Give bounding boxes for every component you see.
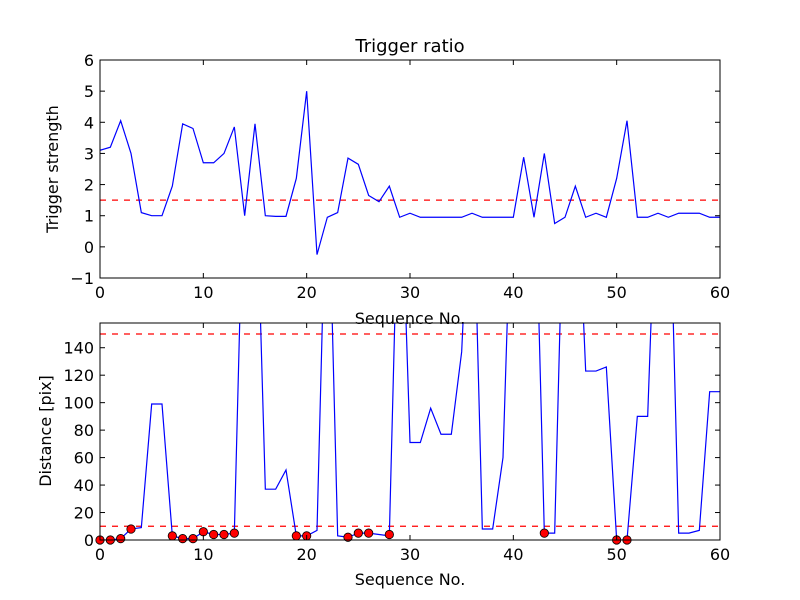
bottom-subplot: 0 10 20 30 40 50 60 0 20 40 60 80 100 120 140 Sequence…: [36, 322, 730, 589]
bottom-data-point: [126, 524, 136, 534]
bottom-y-tick-label: 140: [63, 339, 94, 358]
bottom-y-tick-label: 0: [84, 531, 94, 550]
bottom-data-point: [229, 528, 239, 538]
bottom-data-point: [539, 528, 549, 538]
bottom-data-point: [209, 529, 219, 540]
bottom-data-point: [353, 528, 363, 538]
bottom-data-point: [291, 531, 301, 541]
bottom-data-point: [116, 534, 126, 544]
top-y-axis-label: Trigger strength: [43, 105, 62, 234]
bottom-y-tick-label: 120: [63, 366, 94, 385]
top-plot-frame: [99, 59, 721, 279]
bottom-data-point: [343, 532, 353, 542]
bottom-y-tick-label: 60: [74, 449, 94, 468]
bottom-x-tick-label: 0: [95, 545, 105, 564]
bottom-x-tick-label: 50: [606, 545, 626, 564]
bottom-data-point: [188, 534, 198, 544]
top-x-tick-label: 30: [400, 283, 420, 302]
bottom-data-point: [384, 529, 394, 540]
bottom-data-point: [219, 529, 229, 540]
bottom-series-line-0: [100, 323, 720, 540]
top-y-tick-label: 3: [84, 144, 94, 163]
bottom-y-axis-label: Distance [pix]: [36, 375, 55, 487]
top-x-tick-label: 50: [606, 283, 626, 302]
bottom-x-tick-label: 10: [193, 545, 213, 564]
top-y-tick-label: 0: [84, 238, 94, 257]
bottom-data-point: [198, 527, 208, 537]
bottom-x-axis-label: Sequence No.: [355, 570, 466, 589]
top-y-tick-label: 5: [84, 82, 94, 101]
top-x-tick-label: 20: [296, 283, 316, 302]
top-x-tick-label: 0: [95, 283, 105, 302]
bottom-y-tick-label: 40: [74, 476, 94, 495]
top-y-tick-label: −1: [70, 269, 94, 288]
top-x-tick-label: 40: [503, 283, 523, 302]
bottom-x-tick-label: 20: [296, 545, 316, 564]
bottom-data-point: [178, 534, 188, 544]
bottom-data-point: [167, 531, 177, 541]
top-y-tick-label: 6: [84, 51, 94, 70]
bottom-y-tick-label: 20: [74, 504, 94, 523]
bottom-x-tick-label: 30: [400, 545, 420, 564]
bottom-data-point: [364, 528, 374, 538]
top-y-tick-label: 1: [84, 207, 94, 226]
top-series-line-0: [100, 91, 720, 255]
bottom-y-tick-label: 80: [74, 421, 94, 440]
top-y-tick-label: 2: [84, 176, 94, 195]
bottom-x-tick-label: 40: [503, 545, 523, 564]
top-x-tick-label: 60: [710, 283, 730, 302]
bottom-x-tick-label: 60: [710, 545, 730, 564]
top-chart-title: Trigger ratio: [354, 36, 464, 57]
bottom-y-tick-label: 100: [63, 394, 94, 413]
top-y-tick-label: 4: [84, 113, 94, 132]
top-x-tick-label: 10: [193, 283, 213, 302]
